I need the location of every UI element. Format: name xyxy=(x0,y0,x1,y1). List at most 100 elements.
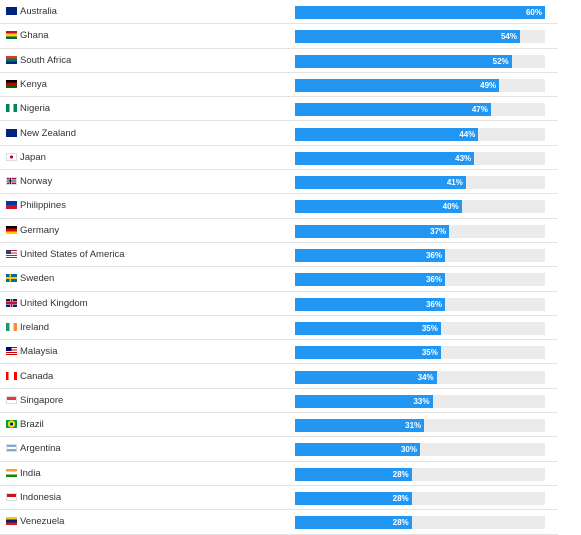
germany-flag-icon xyxy=(6,225,17,234)
brazil-flag-icon xyxy=(6,420,17,429)
chart-row: Philippines 40% xyxy=(0,194,558,219)
category-label: Australia xyxy=(20,6,57,17)
chart-row: Singapore 33% xyxy=(0,389,558,414)
bar: 52% xyxy=(295,54,512,68)
chart-row: Australia 60% xyxy=(0,0,558,25)
bar-track: 35% xyxy=(295,346,545,360)
chart-row: Sweden 36% xyxy=(0,267,558,292)
singapore-flag-icon xyxy=(6,395,17,404)
bar-track: 34% xyxy=(295,370,545,384)
value-label: 37% xyxy=(430,226,447,236)
bar-track: 28% xyxy=(295,516,545,530)
bar-track: 31% xyxy=(295,419,545,433)
bar: 47% xyxy=(295,103,491,117)
bar: 60% xyxy=(295,6,545,19)
bar: 40% xyxy=(295,200,462,214)
nigeria-flag-icon xyxy=(6,104,17,113)
category-label: Singapore xyxy=(20,394,64,406)
category-label: Indonesia xyxy=(20,492,62,503)
chart-row: Ghana 54% xyxy=(0,24,558,49)
value-label: 60% xyxy=(525,8,542,17)
bar-track: 40% xyxy=(295,200,545,214)
chart-row: South Africa 52% xyxy=(0,49,558,73)
bar: 41% xyxy=(295,176,466,190)
south-africa-flag-icon xyxy=(6,55,17,64)
venezuela-flag-icon xyxy=(6,517,17,526)
category-label: Japan xyxy=(20,151,46,163)
bar-track: 47% xyxy=(295,103,545,117)
kenya-flag-icon xyxy=(6,79,17,88)
value-label: 44% xyxy=(459,129,476,139)
bar-track: 44% xyxy=(295,127,545,141)
bar: 49% xyxy=(295,78,500,92)
chart-row: Germany 37% xyxy=(0,219,558,243)
bar-track: 60% xyxy=(295,6,545,19)
bar-track: 37% xyxy=(295,224,545,238)
usa-flag-icon xyxy=(6,250,17,258)
chart-row: Norway 41% xyxy=(0,170,558,195)
bar-track: 35% xyxy=(295,321,545,335)
value-label: 52% xyxy=(492,56,509,66)
country-bar-chart: Australia 60% Ghana 54% South Africa 52% Kenya… xyxy=(0,0,558,535)
value-label: 36% xyxy=(425,275,442,285)
philippines-flag-icon xyxy=(6,201,17,210)
category-label: Germany xyxy=(20,224,60,236)
value-label: 54% xyxy=(500,32,517,42)
chart-row: Venezuela 28% xyxy=(0,510,558,535)
sweden-flag-icon xyxy=(6,274,17,283)
bar-track: 49% xyxy=(295,78,545,92)
chart-row: Canada 34% xyxy=(0,365,558,389)
australia-flag-icon xyxy=(6,7,17,15)
chart-row: Ireland 35% xyxy=(0,316,558,341)
japan-flag-icon xyxy=(6,152,17,161)
value-label: 30% xyxy=(400,445,417,455)
bar: 35% xyxy=(295,321,441,335)
category-label: South Africa xyxy=(20,54,72,66)
chart-row: Malaysia 35% xyxy=(0,340,558,365)
new-zealand-flag-icon xyxy=(6,128,17,137)
bar: 37% xyxy=(295,224,450,238)
value-label: 41% xyxy=(446,178,463,188)
value-label: 28% xyxy=(392,469,409,479)
value-label: 43% xyxy=(455,153,472,163)
category-label: Philippines xyxy=(20,200,66,212)
value-label: 34% xyxy=(417,372,434,382)
chart-row: Brazil 31% xyxy=(0,413,558,438)
bar-track: 28% xyxy=(295,492,545,505)
ghana-flag-icon xyxy=(6,31,17,40)
bar-track: 43% xyxy=(295,151,545,165)
value-label: 49% xyxy=(480,80,497,90)
bar-track: 54% xyxy=(295,30,545,44)
value-label: 28% xyxy=(392,494,409,503)
category-label: Ghana xyxy=(20,30,49,42)
bar: 30% xyxy=(295,443,420,457)
category-label: Nigeria xyxy=(20,103,51,115)
norway-flag-icon xyxy=(6,177,17,186)
category-label: Norway xyxy=(20,176,53,188)
bar: 36% xyxy=(295,249,445,262)
ireland-flag-icon xyxy=(6,322,17,331)
bar: 33% xyxy=(295,394,433,408)
category-label: United Kingdom xyxy=(20,297,88,309)
value-label: 35% xyxy=(421,323,438,333)
category-label: Canada xyxy=(20,370,54,382)
indonesia-flag-icon xyxy=(6,493,17,501)
bar-track: 36% xyxy=(295,249,545,262)
bar-track: 36% xyxy=(295,273,545,287)
uk-flag-icon xyxy=(6,298,17,307)
value-label: 33% xyxy=(413,396,430,406)
category-label: Kenya xyxy=(20,78,47,90)
chart-row: Indonesia 28% xyxy=(0,486,558,511)
chart-row: New Zealand 44% xyxy=(0,122,558,146)
value-label: 31% xyxy=(405,421,422,431)
bar: 28% xyxy=(295,492,412,505)
chart-row: India 28% xyxy=(0,462,558,486)
category-label: Brazil xyxy=(20,419,44,431)
bar: 36% xyxy=(295,273,445,287)
india-flag-icon xyxy=(6,468,17,477)
category-label: United States of America xyxy=(20,249,125,260)
category-label: Sweden xyxy=(20,273,55,285)
value-label: 35% xyxy=(421,348,438,358)
bar-track: 41% xyxy=(295,176,545,190)
bar: 44% xyxy=(295,127,479,141)
